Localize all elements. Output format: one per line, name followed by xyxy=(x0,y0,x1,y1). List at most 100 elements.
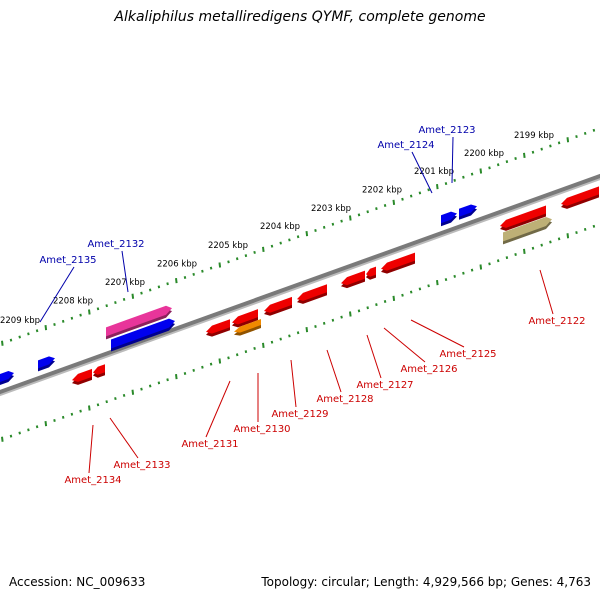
lower-track-tick xyxy=(575,231,578,235)
lower-track-tick xyxy=(392,295,396,301)
lower-track-tick xyxy=(218,358,222,364)
upper-track-tick xyxy=(401,197,404,201)
reverse-gene-face xyxy=(264,296,292,313)
upper-track-tick xyxy=(96,307,100,311)
upper-track-tick xyxy=(514,157,517,160)
lower-track-tick xyxy=(105,400,108,404)
accession-text: Accession: NC_009633 xyxy=(9,575,146,589)
forward-gene-large xyxy=(111,318,175,352)
lower-track-tick xyxy=(96,403,100,407)
lower-track-tick xyxy=(409,290,413,294)
reverse-gene-label: Amet_2133 xyxy=(113,460,170,471)
lower-track-tick xyxy=(140,387,143,391)
lower-track-tick xyxy=(183,372,187,375)
kbp-label: 2207 kbp xyxy=(105,278,145,288)
upper-track-tick xyxy=(462,175,465,179)
upper-track-tick xyxy=(131,293,135,299)
upper-track-tick xyxy=(279,241,282,245)
reverse-gene-label: Amet_2134 xyxy=(64,475,121,486)
upper-track-tick xyxy=(453,178,456,182)
upper-track-tick xyxy=(557,141,561,145)
upper-track-tick xyxy=(505,160,509,164)
reverse-gene xyxy=(297,284,327,304)
upper-track-tick xyxy=(583,131,587,135)
map-labels: 2199 kbp 2200 kbp 2201 kbp 2202 kbp 2203 kbp… xyxy=(0,125,586,486)
upper-track-tick xyxy=(314,229,317,233)
reverse-gene-label: Amet_2122 xyxy=(528,316,585,327)
lower-track-tick xyxy=(314,325,317,329)
upper-track-tick xyxy=(357,213,361,217)
upper-track-tick xyxy=(61,319,65,323)
kbp-label: 2209 kbp xyxy=(0,316,40,326)
lower-track-tick xyxy=(1,436,4,442)
lower-track-tick xyxy=(496,259,500,263)
lower-track-tick xyxy=(531,246,535,250)
upper-track-tick xyxy=(175,278,178,284)
lower-track-tick xyxy=(27,428,30,432)
reverse-gene xyxy=(206,319,230,337)
upper-track-tick xyxy=(140,291,143,295)
genome-backbone xyxy=(0,173,600,397)
reverse-gene xyxy=(341,270,365,289)
lower-track-tick xyxy=(427,284,430,288)
upper-track-tick xyxy=(1,340,4,346)
lower-track-tick xyxy=(349,311,352,317)
kbp-label: 2202 kbp xyxy=(362,185,402,195)
lower-track-tick xyxy=(18,431,21,435)
upper-track-tick xyxy=(322,225,326,229)
reverse-gene-label: Amet_2125 xyxy=(439,349,496,360)
upper-track-tick xyxy=(122,297,126,301)
lower-track-tick xyxy=(227,356,230,360)
lower-track-tick xyxy=(488,262,491,266)
forward-gene-large-face xyxy=(111,318,175,349)
upper-track-tick xyxy=(201,269,204,273)
reverse-gene-label: Amet_2130 xyxy=(233,424,290,435)
forward-leader-line xyxy=(39,266,75,323)
lower-track-tick xyxy=(505,256,509,260)
lower-track-tick xyxy=(288,334,291,338)
upper-track-tick xyxy=(366,210,369,214)
reverse-gene xyxy=(561,186,599,209)
lower-track-tick xyxy=(114,397,117,401)
upper-track-tick xyxy=(35,329,39,333)
lower-track-tick xyxy=(35,425,39,429)
forward-gene-face xyxy=(0,370,14,382)
rna-feature-orange-face xyxy=(234,319,261,333)
reverse-gene-label: Amet_2129 xyxy=(271,409,328,420)
reverse-gene-face xyxy=(381,252,415,271)
upper-track-tick xyxy=(79,313,82,317)
lower-track-tick xyxy=(244,350,248,354)
lower-track-tick xyxy=(462,271,465,275)
lower-track-tick xyxy=(514,253,517,256)
lower-track-tick xyxy=(209,362,213,366)
upper-track-tick xyxy=(70,316,74,320)
lower-track-tick xyxy=(357,309,361,313)
forward-leader-line xyxy=(451,136,454,184)
lower-track-tick xyxy=(557,237,561,241)
upper-track-tick xyxy=(496,163,500,167)
rna-feature-pink-face xyxy=(106,305,172,337)
lower-track-tick xyxy=(270,340,274,344)
lower-track-tick xyxy=(583,227,587,231)
forward-gene-label: Amet_2135 xyxy=(39,255,96,266)
upper-track-tick xyxy=(349,215,352,221)
lower-track-tick xyxy=(253,346,256,350)
forward-gene-face xyxy=(441,211,457,224)
upper-track-tick xyxy=(340,219,343,223)
lower-track-tick xyxy=(157,381,161,385)
upper-track-tick xyxy=(18,335,21,339)
upper-track-tick xyxy=(105,304,108,308)
tick-marks xyxy=(1,128,596,442)
reverse-gene-label: Amet_2127 xyxy=(356,380,413,391)
lower-track-tick xyxy=(383,299,387,303)
upper-track-tick xyxy=(436,184,439,190)
kbp-label: 2204 kbp xyxy=(260,222,300,232)
lower-track-tick xyxy=(296,331,300,335)
reverse-leader-line xyxy=(205,380,231,438)
upper-track-tick xyxy=(479,168,483,174)
upper-track-tick xyxy=(270,244,274,248)
reverse-gene-face xyxy=(72,368,92,382)
lower-track-tick xyxy=(70,412,74,416)
